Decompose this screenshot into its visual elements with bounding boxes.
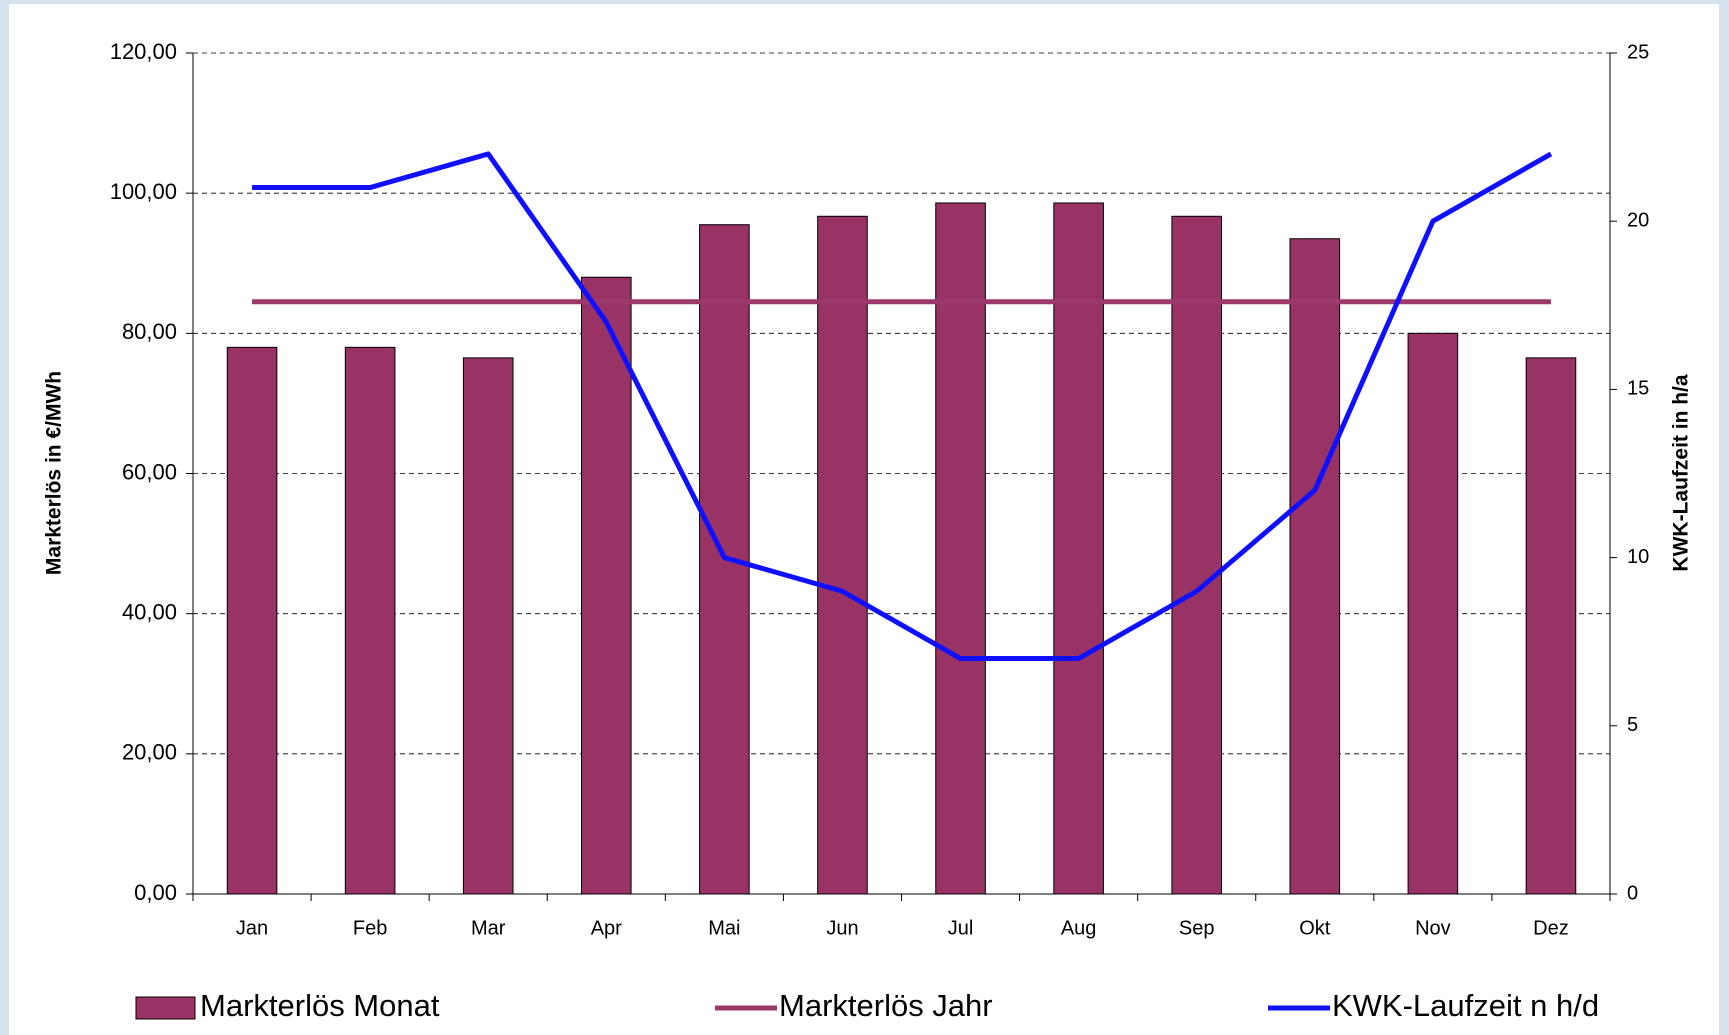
y2-tick-label: 0 [1627, 882, 1638, 904]
bar [226, 346, 278, 895]
x-tick-label: Apr [591, 917, 622, 939]
x-tick-label: Okt [1299, 917, 1331, 939]
x-tick-label: Jul [948, 917, 974, 939]
y-axis-title: Markterlös in €/MWh [43, 371, 66, 575]
y-tick-label: 20,00 [122, 740, 177, 765]
x-tick-label: Aug [1061, 917, 1097, 939]
y-tick-label: 80,00 [122, 319, 177, 344]
bar [580, 276, 632, 895]
y2-axis-title: KWK-Laufzeit in h/a [1670, 374, 1693, 571]
y-tick-label: 100,00 [110, 179, 177, 204]
bar [1053, 202, 1104, 895]
x-tick-label: Nov [1415, 917, 1451, 939]
legend-label: KWK-Laufzeit n h/d [1332, 988, 1599, 1023]
bar [1407, 332, 1459, 895]
bar [1171, 215, 1223, 895]
y2-tick-label: 15 [1627, 378, 1649, 400]
y2-tick-label: 25 [1627, 41, 1649, 63]
x-tick-label: Jan [236, 917, 268, 939]
y2-tick-label: 5 [1627, 714, 1638, 736]
x-tick-label: Feb [353, 917, 387, 939]
y-tick-label: 60,00 [122, 459, 177, 484]
x-tick-label: Jun [826, 917, 858, 939]
y2-tick-label: 20 [1627, 209, 1649, 231]
x-tick-label: Mai [708, 917, 740, 939]
bar [344, 346, 396, 895]
legend-label: Markterlös Jahr [779, 988, 993, 1023]
legend-swatch [135, 996, 196, 1020]
bar [1525, 357, 1577, 895]
bar [935, 202, 986, 895]
y-tick-label: 0,00 [134, 880, 177, 905]
y-tick-label: 120,00 [110, 39, 177, 64]
bar [817, 215, 868, 895]
bar [462, 357, 514, 895]
y-tick-label: 40,00 [122, 599, 177, 624]
line [252, 151, 1553, 662]
y2-tick-label: 10 [1627, 546, 1649, 568]
x-tick-label: Sep [1179, 917, 1215, 939]
bar [1289, 238, 1341, 895]
x-tick-label: Dez [1533, 917, 1569, 939]
legend-label: Markterlös Monat [200, 988, 440, 1023]
x-tick-label: Mar [471, 917, 506, 939]
